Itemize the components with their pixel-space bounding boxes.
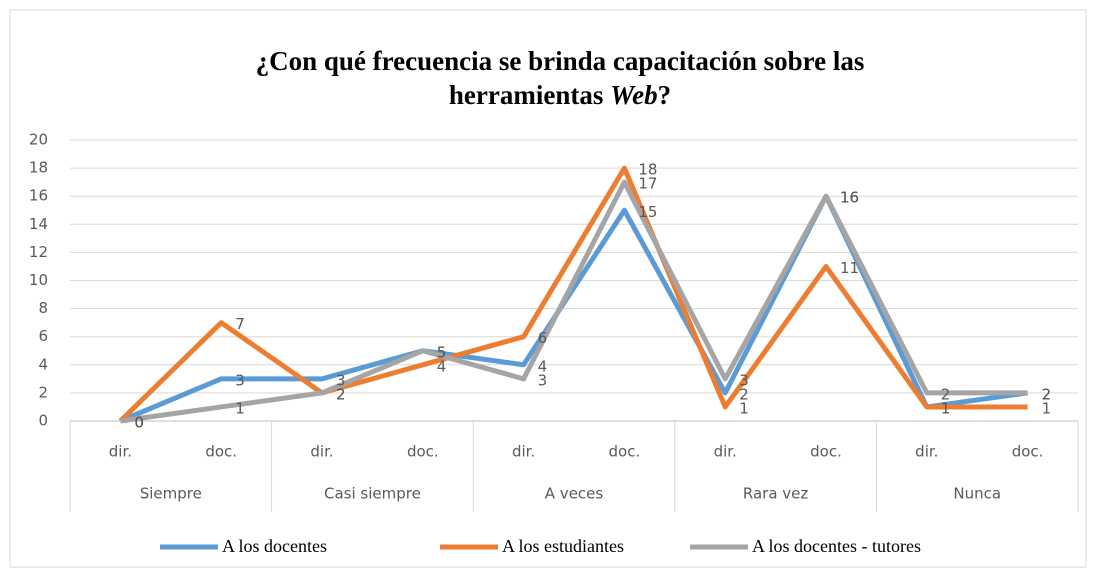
data-label: 17 <box>638 175 657 193</box>
y-tick-label: 2 <box>38 383 48 401</box>
legend-label: A los docentes <box>222 536 327 556</box>
chart-title: ¿Con qué frecuencia se brinda capacitaci… <box>256 46 865 76</box>
data-label: 18 <box>638 161 657 179</box>
data-label: 3 <box>739 371 749 389</box>
data-label: 2 <box>739 385 749 403</box>
y-tick-label: 12 <box>29 243 48 261</box>
y-tick-label: 4 <box>38 355 48 373</box>
lines <box>118 165 1028 424</box>
series-line <box>119 193 1028 424</box>
data-label: 11 <box>840 259 859 277</box>
y-tick-label: 8 <box>38 299 48 317</box>
group-label: Nunca <box>953 485 1001 503</box>
data-label: 3 <box>336 371 346 389</box>
y-tick-label: 20 <box>29 131 48 149</box>
data-label: 2 <box>1042 385 1052 403</box>
x-tick-label: dir. <box>915 443 938 461</box>
data-label: 1 <box>941 399 951 417</box>
legend-label: A los docentes - tutores <box>752 536 921 556</box>
x-tick-label: doc. <box>1012 443 1044 461</box>
data-label: 5 <box>437 343 447 361</box>
data-label: 4 <box>538 357 548 375</box>
data-label: 7 <box>235 315 245 333</box>
data-label: 3 <box>538 371 548 389</box>
y-tick-label: 14 <box>29 215 48 233</box>
chart-title-line2: herramientas Web? <box>449 80 671 110</box>
legend-label: A los estudiantes <box>502 536 624 556</box>
x-tick-label: doc. <box>205 443 237 461</box>
y-tick-label: 16 <box>29 187 48 205</box>
x-tick-label: dir. <box>714 443 737 461</box>
data-label: 0 <box>134 414 144 432</box>
data-label: 1 <box>941 399 951 417</box>
data-label: 0 <box>134 414 144 432</box>
legend: A los docentes A los estudiantes A los doc… <box>160 536 921 556</box>
data-label: 2 <box>1042 385 1052 403</box>
data-label: 2 <box>941 385 951 403</box>
data-label: 1 <box>1042 399 1052 417</box>
x-tick-label: dir. <box>512 443 535 461</box>
data-label: 6 <box>538 329 548 347</box>
data-label: 2 <box>336 385 346 403</box>
data-label: 1 <box>235 399 245 417</box>
series-line <box>118 165 1028 423</box>
series-line <box>120 179 1028 424</box>
y-tick-label: 0 <box>38 412 48 430</box>
x-tick-label: dir. <box>310 443 333 461</box>
chart-frame <box>9 9 1087 568</box>
y-tick-label: 10 <box>29 271 48 289</box>
y-tick-label: 18 <box>29 159 48 177</box>
data-label: 0 <box>134 414 144 432</box>
x-tick-label: doc. <box>407 443 439 461</box>
data-label: 16 <box>840 189 859 207</box>
data-label: 16 <box>840 189 859 207</box>
group-label: Casi siempre <box>324 485 421 503</box>
group-label: A veces <box>545 485 604 503</box>
data-label: 2 <box>336 385 346 403</box>
data-label: 5 <box>437 343 447 361</box>
x-tick-label: dir. <box>109 443 132 461</box>
data-label: 3 <box>235 371 245 389</box>
data-label: 15 <box>638 203 657 221</box>
x-tick-label: doc. <box>810 443 842 461</box>
y-tick-label: 6 <box>38 327 48 345</box>
group-label: Rara vez <box>743 485 809 503</box>
data-label: 4 <box>437 357 447 375</box>
data-label: 1 <box>739 399 749 417</box>
x-tick-label: doc. <box>609 443 641 461</box>
group-label: Siempre <box>140 485 202 503</box>
